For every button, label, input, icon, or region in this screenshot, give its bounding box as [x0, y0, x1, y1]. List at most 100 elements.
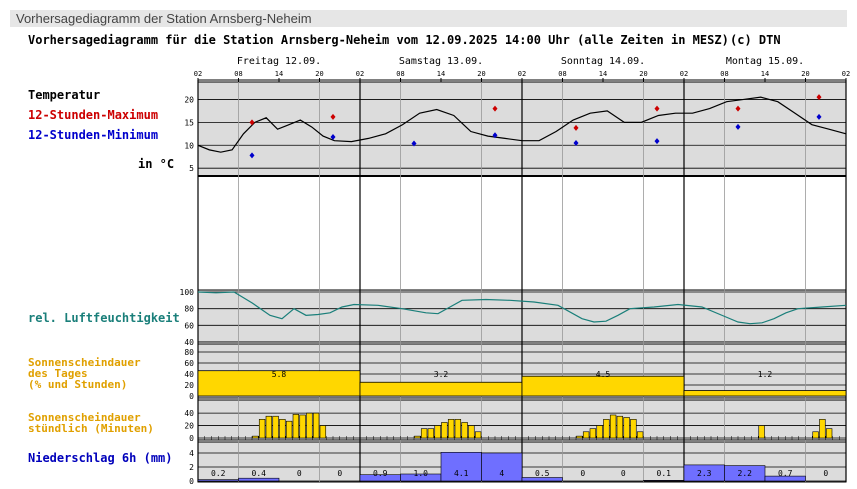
sunshine-hourly-bar	[285, 420, 293, 439]
sunshine-hourly-label: Sonnenscheindauer stündlich (Minuten)	[28, 411, 154, 435]
hour-tick-label: 02	[518, 70, 526, 78]
hour-tick-label: 08	[558, 70, 566, 78]
max-marker	[735, 105, 741, 112]
hour-tick-label: 20	[639, 70, 647, 78]
precip-value-label: 0.5	[535, 469, 550, 478]
min-marker	[816, 113, 822, 120]
hour-tick-label: 08	[720, 70, 728, 78]
sunshine-hourly-bar	[299, 414, 306, 439]
sunshine-hourly-bar	[258, 419, 266, 439]
chart-title: Vorhersagediagramm für die Station Arnsb…	[28, 33, 729, 47]
sunshine-hourly-bar	[279, 419, 286, 439]
max-marker	[816, 94, 822, 101]
precip-bar	[724, 465, 766, 482]
sunshine-hourly-bar	[825, 428, 833, 439]
precip-bar	[764, 475, 806, 482]
sunshine-hourly-bar	[630, 419, 637, 439]
min-marker	[492, 132, 498, 139]
sunshine-hourly-bar	[603, 419, 610, 439]
sunshine-hourly-bar	[265, 415, 273, 439]
precip-value-label: 0	[621, 469, 626, 478]
day-label: Samstag 13.09.	[399, 56, 483, 67]
plot-area: Freitag 12.09. Samstag 13.09. Sonntag 14.0…	[180, 56, 851, 486]
temp-tick-label: 15	[184, 118, 194, 127]
sunshine-hourly-bar	[441, 422, 448, 439]
sunshine-hourly-bar	[414, 435, 421, 439]
sunshine-hourly-bar	[272, 415, 279, 439]
sunshine-hourly-bar	[468, 425, 475, 439]
sunshine-daily-hours-label: 4.5	[596, 370, 611, 379]
sunshine-hourly-bar	[420, 428, 428, 439]
hour-tick-label: 14	[437, 70, 445, 78]
sunshine-daily-label-line1: Sonnenscheindauer	[28, 356, 141, 369]
hour-tick-label: 02	[680, 70, 688, 78]
precip-value-label: 0.7	[778, 469, 793, 478]
sunshine-hourly-bar	[474, 431, 482, 439]
sunshine-daily-bar	[683, 390, 847, 397]
precip-value-label: 0	[823, 469, 828, 478]
sunshine-hourly-bar	[292, 414, 300, 439]
sunshine-hourly-bar	[427, 428, 435, 439]
humidity-label: rel. Luftfeuchtigkeit	[28, 311, 180, 325]
hour-tick-label: 02	[842, 70, 850, 78]
sunshine-hourly-bar	[252, 435, 259, 439]
sunshine-daily-label-line2: des Tages	[28, 367, 88, 380]
day-label: Freitag 12.09.	[237, 56, 321, 67]
day-label: Sonntag 14.09.	[561, 56, 645, 67]
precip-value-label: 1.0	[414, 469, 429, 478]
temp-tick-label: 5	[189, 164, 194, 173]
sunshine-daily-bar	[359, 381, 523, 397]
sunshine-daily-hours-label: 5.8	[272, 370, 287, 379]
sunshine-daily-tick-label: 80	[184, 348, 194, 357]
sunshine-hourly-bar	[306, 412, 313, 439]
hour-tick-label: 02	[356, 70, 364, 78]
min-marker	[249, 152, 255, 159]
precip-value-label: 0.4	[252, 469, 267, 478]
sunshine-daily-tick-label: 60	[184, 359, 194, 368]
temp-tick-label: 10	[184, 141, 194, 150]
sunshine-hourly-tick-label: 40	[184, 409, 194, 418]
precip-tick-label: 0	[189, 477, 194, 486]
precip-tick-label: 4	[189, 449, 194, 458]
sunshine-hourly-bar	[319, 425, 327, 439]
hour-tick-label: 20	[315, 70, 323, 78]
sunshine-hourly-bar	[596, 425, 603, 439]
sunshine-daily-hours-label: 3.2	[434, 370, 449, 379]
sunshine-hourly-bar	[454, 419, 462, 439]
precip-value-label: 0	[337, 469, 342, 478]
max-marker	[492, 105, 498, 112]
min-marker	[735, 123, 741, 130]
sunshine-hourly-bar	[812, 431, 819, 439]
sunshine-hourly-bar	[623, 417, 630, 439]
humidity-curve	[197, 291, 847, 325]
precip-bar	[521, 477, 563, 482]
min-marker	[654, 138, 660, 145]
sunshine-daily-tick-label: 40	[184, 370, 194, 379]
sunshine-daily-label: Sonnenscheindauer des Tages (% und Stund…	[28, 356, 147, 391]
hour-tick-label: 14	[275, 70, 283, 78]
precip-value-label: 2.2	[738, 469, 753, 478]
sunshine-hourly-label-line1: Sonnenscheindauer	[28, 411, 141, 424]
sunshine-daily-bar	[521, 375, 685, 397]
sunshine-hourly-tick-label: 20	[184, 422, 194, 431]
window-title: Vorhersagediagramm der Station Arnsberg-…	[10, 10, 847, 27]
sunshine-hourly-bar	[461, 422, 468, 439]
humidity-tick-label: 100	[180, 288, 195, 297]
temp-tick-label: 20	[184, 95, 194, 104]
precip-value-label: 0.2	[211, 469, 226, 478]
hour-tick-label: 20	[801, 70, 809, 78]
humidity-tick-label: 80	[184, 305, 194, 314]
hour-tick-label: 08	[234, 70, 242, 78]
sunshine-hourly-tick-label: 0	[189, 434, 194, 443]
hour-tick-label: 20	[477, 70, 485, 78]
precip-value-label: 0.1	[657, 469, 672, 478]
sunshine-daily-tick-label: 20	[184, 381, 194, 390]
sunshine-hourly-bar	[434, 425, 441, 439]
hour-tick-label: 08	[396, 70, 404, 78]
max-marker	[573, 124, 579, 131]
sunshine-hourly-bar	[582, 431, 590, 439]
sunshine-hourly-bar	[758, 425, 765, 439]
precip-bar	[481, 452, 523, 482]
chart-credit: (c) DTN	[730, 33, 781, 47]
